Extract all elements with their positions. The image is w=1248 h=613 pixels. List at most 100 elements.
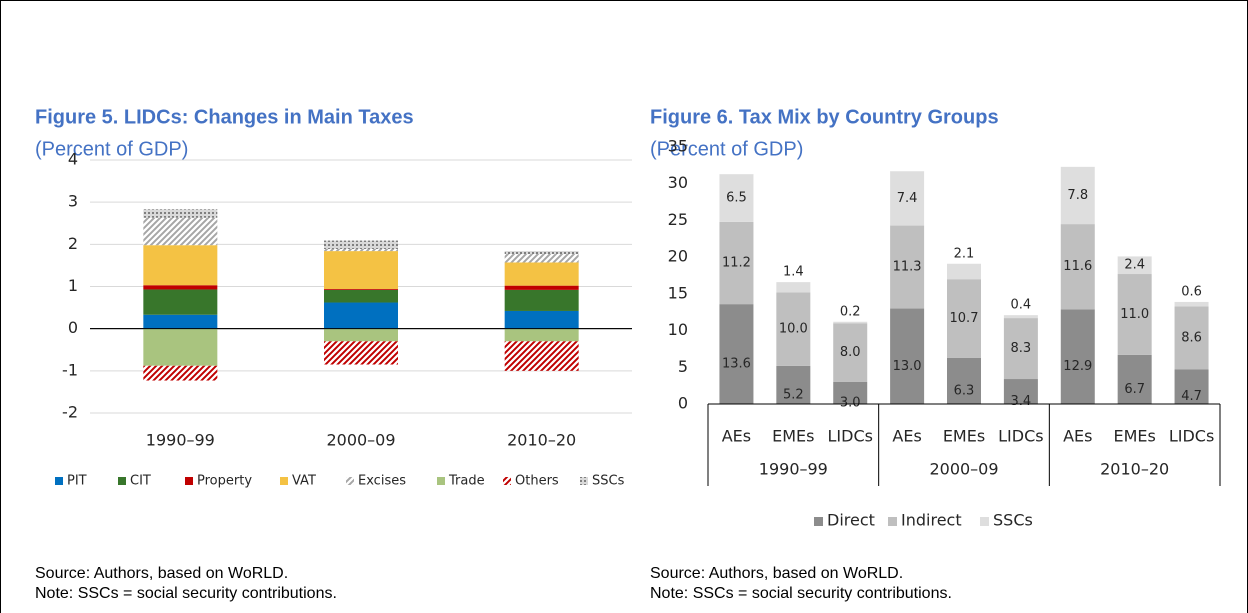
bar-segment: [719, 174, 754, 222]
bar-segment: [504, 285, 579, 290]
value-label: 11.2: [722, 256, 751, 271]
bar-segment: [143, 209, 218, 218]
group-label: 2000–09: [929, 460, 998, 479]
value-label: 6.7: [1124, 382, 1145, 397]
y-tick-label: 25: [668, 210, 688, 229]
value-label: 5.2: [783, 387, 804, 402]
bar-segment: [504, 328, 579, 342]
note: Note: SSCs = social security contributio…: [650, 585, 952, 602]
bar-segment: [504, 310, 579, 329]
bar-segment: [833, 381, 868, 404]
value-label: 0.6: [1181, 284, 1202, 299]
legend-label: CIT: [130, 474, 151, 489]
bar-segment: [719, 221, 754, 305]
value-label: 8.3: [1011, 341, 1032, 356]
x-tick-label: EMEs: [772, 427, 814, 446]
legend-label: SSCs: [993, 511, 1033, 530]
bar-segment: [947, 279, 981, 358]
subtitle: (Percent of GDP): [35, 138, 188, 160]
bar-segment: [1174, 301, 1209, 307]
value-label: 1.4: [783, 265, 804, 280]
legend-label: VAT: [292, 474, 316, 489]
value-label: 6.5: [726, 191, 747, 206]
value-label: 13.0: [893, 359, 922, 374]
legend-swatch: [280, 477, 288, 485]
legend-swatch: [118, 477, 126, 485]
y-tick-label: 0: [68, 318, 78, 337]
value-label: 7.8: [1067, 188, 1088, 203]
bar-segment: [324, 341, 398, 365]
bar-segment: [324, 251, 398, 290]
bar-segment: [504, 289, 579, 311]
legend-swatch: [346, 477, 354, 485]
y-tick-label: 4: [68, 150, 78, 169]
bar-segment: [1003, 318, 1038, 380]
group-label: 2010–20: [1100, 460, 1169, 479]
note: Note: SSCs = social security contributio…: [35, 585, 337, 602]
legend-swatch: [580, 477, 588, 485]
y-tick-label: 1: [68, 276, 78, 295]
value-label: 12.9: [1063, 359, 1092, 374]
x-tick-label: AEs: [892, 427, 921, 446]
value-label: 10.7: [950, 311, 979, 326]
value-label: 4.7: [1181, 389, 1202, 404]
bar-segment: [1174, 369, 1209, 404]
x-tick-label: EMEs: [1113, 427, 1155, 446]
bar-segment: [504, 254, 579, 263]
value-label: 2.1: [954, 246, 975, 261]
bar-segment: [143, 245, 218, 286]
group-label: 1990–99: [759, 460, 828, 479]
x-tick-label: 2000–09: [326, 431, 395, 450]
bar-segment: [947, 263, 981, 280]
bar-segment: [143, 314, 218, 329]
y-tick-label: 3: [68, 192, 78, 211]
bar-segment: [504, 251, 579, 255]
value-label: 2.4: [1124, 258, 1145, 273]
x-tick-label: LIDCs: [1169, 427, 1214, 446]
y-tick-label: 5: [678, 357, 688, 376]
value-label: 13.6: [722, 357, 751, 372]
source: Source: Authors, based on WoRLD.: [35, 565, 288, 582]
legend-label: Indirect: [901, 511, 962, 530]
y-tick-label: 0: [678, 394, 688, 413]
x-tick-label: LIDCs: [998, 427, 1043, 446]
bar-segment: [143, 285, 218, 290]
value-label: 6.3: [954, 383, 975, 398]
bar-segment: [1117, 274, 1152, 355]
legend-label: Excises: [358, 474, 406, 489]
bar-segment: [504, 341, 579, 371]
source: Source: Authors, based on WoRLD.: [650, 565, 903, 582]
bar-segment: [890, 225, 925, 309]
legend-swatch: [437, 477, 445, 485]
x-tick-label: AEs: [722, 427, 751, 446]
value-label: 8.6: [1181, 330, 1202, 345]
bar-segment: [324, 289, 398, 303]
bar-segment: [1003, 315, 1038, 319]
value-label: 11.3: [893, 260, 922, 275]
bar-segment: [776, 365, 811, 404]
bar-segment: [143, 217, 218, 246]
legend-swatch: [503, 477, 511, 485]
value-label: 11.6: [1063, 259, 1092, 274]
y-tick-label: -1: [62, 360, 78, 379]
bar-segment: [504, 262, 579, 286]
value-label: 10.0: [779, 322, 808, 337]
bar-segment: [719, 304, 754, 404]
y-tick-label: 30: [668, 173, 688, 192]
legend-label: Trade: [448, 474, 485, 489]
bar-segment: [947, 357, 981, 404]
bar-segment: [1117, 354, 1152, 404]
legend-label: Others: [515, 474, 559, 489]
bar-segment: [324, 328, 398, 342]
y-tick-label: 10: [668, 320, 688, 339]
bar-segment: [890, 171, 925, 226]
bar-segment: [1060, 166, 1095, 225]
subtitle: (Percent of GDP): [650, 138, 803, 160]
legend-swatch: [185, 477, 193, 485]
y-tick-label: 35: [668, 137, 688, 156]
bar-segment: [776, 282, 811, 293]
value-label: 3.4: [1011, 394, 1032, 409]
value-label: 7.4: [897, 191, 918, 206]
bar-segment: [324, 302, 398, 329]
